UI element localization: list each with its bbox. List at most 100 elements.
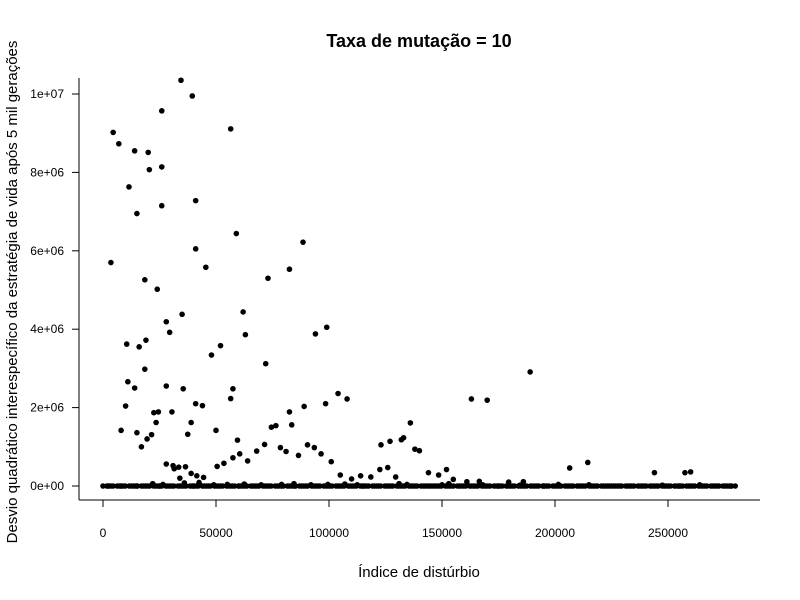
data-point (144, 436, 150, 442)
y-tick-label: 8e+06 (30, 165, 64, 179)
data-point (311, 444, 318, 451)
y-tick-label: 1e+07 (30, 87, 64, 101)
data-point (153, 419, 159, 426)
data-point (188, 419, 194, 426)
data-point (217, 342, 224, 349)
data-point (151, 409, 157, 416)
data-point (131, 148, 138, 154)
data-point (292, 483, 299, 489)
data-point (631, 483, 637, 489)
data-point (100, 483, 106, 489)
data-point (329, 483, 335, 489)
data-point (214, 463, 220, 470)
data-point (110, 483, 116, 489)
data-point (344, 396, 350, 402)
data-point (227, 126, 234, 132)
data-point (304, 442, 311, 448)
data-point (341, 483, 347, 489)
data-point (426, 483, 433, 489)
data-point (387, 438, 393, 445)
data-point (163, 461, 170, 467)
data-point (322, 400, 329, 407)
data-point (527, 369, 533, 375)
data-point (253, 448, 260, 454)
data-point (687, 469, 694, 475)
data-point (425, 469, 432, 476)
data-point (180, 385, 187, 392)
data-point (108, 259, 114, 266)
data-point (328, 458, 335, 465)
data-point (301, 403, 307, 410)
data-point (134, 483, 141, 489)
y-ticks: 0e+00 2e+06 4e+06 6e+06 8e+06 1e+07 (30, 87, 79, 493)
data-point (582, 483, 589, 489)
data-point (435, 472, 442, 478)
data-point (182, 463, 189, 470)
x-tick-label: 150000 (422, 526, 462, 540)
data-point (389, 483, 396, 489)
data-point (192, 246, 199, 252)
data-point (213, 427, 219, 434)
data-point (286, 409, 293, 415)
y-tick-label: 4e+06 (30, 322, 64, 336)
data-point (163, 318, 170, 325)
data-point (261, 441, 268, 448)
data-point (142, 366, 148, 372)
data-point (233, 230, 240, 237)
chart-title: Taxa de mutação = 10 (326, 31, 511, 51)
data-point (318, 451, 324, 457)
data-point (134, 429, 140, 436)
data-point (679, 483, 686, 489)
data-point (203, 264, 209, 271)
data-point (283, 448, 289, 455)
data-point (142, 277, 148, 283)
data-point (175, 464, 182, 470)
data-point (368, 474, 374, 480)
data-point (337, 472, 344, 478)
x-tick-label: 250000 (648, 526, 688, 540)
data-point (300, 239, 306, 245)
data-point (231, 483, 238, 489)
data-point (154, 286, 161, 293)
data-point (398, 436, 405, 443)
data-point (348, 476, 355, 482)
data-point (116, 140, 122, 147)
data-point (286, 266, 293, 273)
data-point (136, 344, 142, 350)
data-point (148, 431, 155, 438)
data-point (402, 483, 408, 489)
data-point (378, 442, 384, 448)
data-point (535, 483, 542, 489)
data-point (166, 329, 173, 336)
data-point (682, 469, 688, 476)
data-point (170, 462, 176, 469)
data-point (240, 309, 246, 315)
data-point (199, 402, 206, 409)
data-point (511, 483, 518, 489)
data-point (438, 483, 445, 489)
x-tick-label: 50000 (199, 526, 233, 540)
data-point (268, 483, 274, 489)
data-point (377, 466, 383, 473)
data-point (412, 446, 418, 452)
y-axis-label: Desvio quadrático interespecífico da est… (4, 41, 21, 544)
data-point (487, 483, 493, 489)
data-point (450, 476, 457, 483)
y-tick-label: 0e+00 (30, 479, 64, 493)
data-point (655, 483, 662, 489)
data-point (122, 483, 129, 489)
data-point (189, 93, 196, 99)
data-points (100, 77, 739, 489)
data-point (230, 385, 236, 392)
data-point (265, 275, 271, 282)
data-point (476, 478, 483, 485)
data-point (179, 311, 185, 318)
data-point (651, 469, 658, 476)
data-point (122, 403, 129, 409)
data-point (392, 474, 399, 480)
data-point (208, 352, 215, 358)
data-point (134, 210, 140, 217)
data-point (288, 422, 295, 428)
data-point (256, 483, 262, 489)
data-point (158, 483, 165, 489)
